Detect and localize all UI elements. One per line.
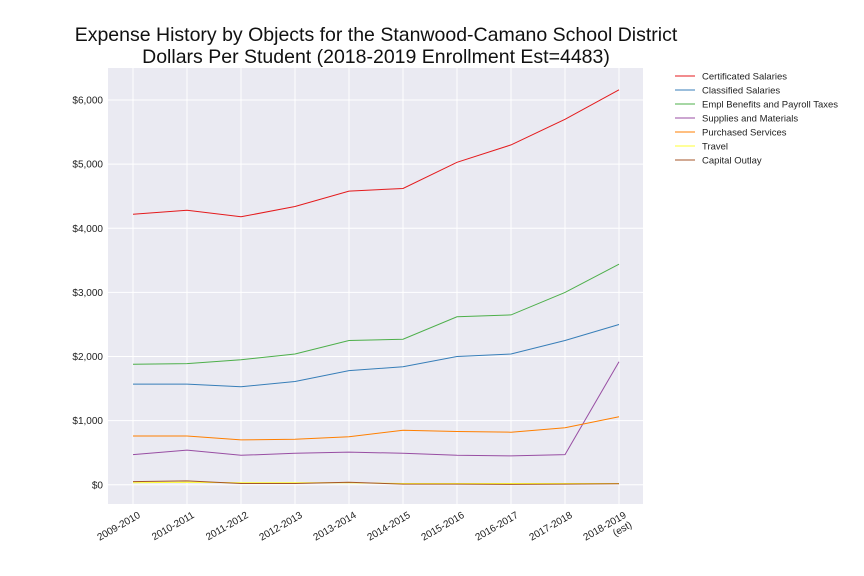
series-lines — [132, 89, 620, 485]
legend-item: Certificated Salaries — [675, 72, 787, 83]
y-tick-label: $3,000 — [72, 288, 103, 299]
y-axis-ticks: $0 $1,000 $2,000 $3,000 $4,000 $5,000 $6,000 — [72, 96, 103, 492]
legend-label: Empl Benefits and Payroll Taxes — [702, 100, 838, 111]
x-tick-label: 2013-2014 — [312, 510, 359, 544]
series-line-certificated-salaries — [132, 89, 620, 218]
series-line-capital-outlay — [132, 480, 620, 485]
chart-title: Expense History by Objects for the Stanw… — [75, 24, 678, 46]
x-tick-label-line: 2010-2011 — [150, 510, 197, 543]
plot-area — [108, 68, 643, 504]
x-tick-label-line: 2017-2018 — [528, 510, 575, 544]
series-line-classified-salaries — [133, 324, 620, 388]
legend-label: Purchased Services — [702, 128, 787, 139]
x-tick-label: 2018-2019(est) — [582, 510, 635, 553]
legend-label: Certificated Salaries — [702, 72, 787, 83]
legend: Certificated Salaries Classified Salaries… — [675, 72, 838, 167]
x-tick-label: 2014-2015 — [366, 510, 413, 544]
x-axis-ticks: 2009-2010 2010-2011 2011-2012 2012-2013 2013… — [96, 510, 635, 553]
series-line-empl-benefits-and-payroll-taxes — [132, 263, 620, 365]
y-tick-label: $1,000 — [72, 416, 103, 427]
x-tick-label: 2010-2011 — [150, 510, 197, 543]
x-tick-label: 2012-2013 — [258, 510, 305, 544]
x-tick-label-line: 2012-2013 — [258, 510, 305, 544]
legend-item: Purchased Services — [675, 128, 787, 139]
legend-item: Classified Salaries — [675, 86, 780, 97]
legend-label: Supplies and Materials — [702, 114, 798, 125]
y-tick-label: $2,000 — [72, 352, 103, 363]
x-tick-label-line: 2016-2017 — [474, 510, 521, 544]
legend-item: Empl Benefits and Payroll Taxes — [675, 100, 838, 111]
legend-item: Travel — [675, 142, 728, 153]
series-line-purchased-services — [133, 416, 620, 441]
x-tick-label-line: 2015-2016 — [420, 510, 467, 544]
series-line-supplies-and-materials — [132, 361, 620, 457]
x-tick-label-line: 2011-2012 — [204, 510, 251, 543]
x-tick-label: 2017-2018 — [528, 510, 575, 544]
legend-item: Supplies and Materials — [675, 114, 798, 125]
legend-label: Travel — [702, 142, 728, 153]
x-tick-label: 2009-2010 — [96, 510, 143, 544]
y-tick-label: $6,000 — [72, 96, 103, 107]
x-tick-label-line: 2014-2015 — [366, 510, 413, 544]
legend-label: Classified Salaries — [702, 86, 780, 97]
legend-item: Capital Outlay — [675, 156, 762, 167]
x-tick-label: 2011-2012 — [204, 510, 251, 543]
y-tick-label: $4,000 — [72, 224, 103, 235]
x-tick-label: 2015-2016 — [420, 510, 467, 544]
legend-label: Capital Outlay — [702, 156, 762, 167]
x-tick-label: 2016-2017 — [474, 510, 521, 544]
y-tick-label: $5,000 — [72, 160, 103, 171]
x-tick-label-line: 2013-2014 — [312, 510, 359, 544]
x-tick-label-line: 2009-2010 — [96, 510, 143, 544]
y-tick-label: $0 — [92, 480, 104, 491]
chart-subtitle: Dollars Per Student (2018-2019 Enrollmen… — [142, 46, 610, 68]
